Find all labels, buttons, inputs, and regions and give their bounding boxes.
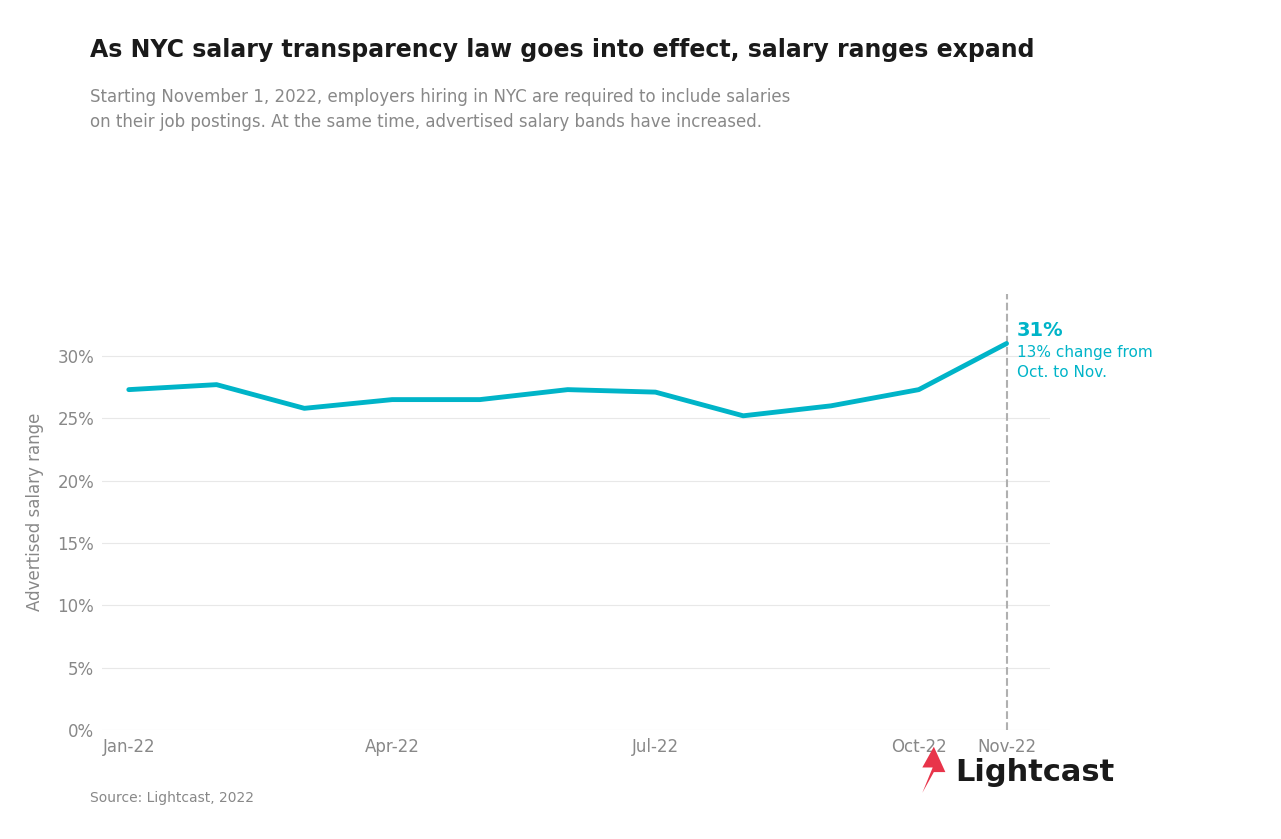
Text: 31%: 31% [1017,320,1063,340]
Y-axis label: Advertised salary range: Advertised salary range [26,413,44,611]
Text: Lightcast: Lightcast [956,758,1114,787]
Text: 13% change from
Oct. to Nov.: 13% change from Oct. to Nov. [1017,345,1153,379]
Text: As NYC salary transparency law goes into effect, salary ranges expand: As NYC salary transparency law goes into… [90,38,1034,62]
Text: Starting November 1, 2022, employers hiring in NYC are required to include salar: Starting November 1, 2022, employers hir… [90,88,790,131]
Text: Source: Lightcast, 2022: Source: Lightcast, 2022 [90,791,254,805]
